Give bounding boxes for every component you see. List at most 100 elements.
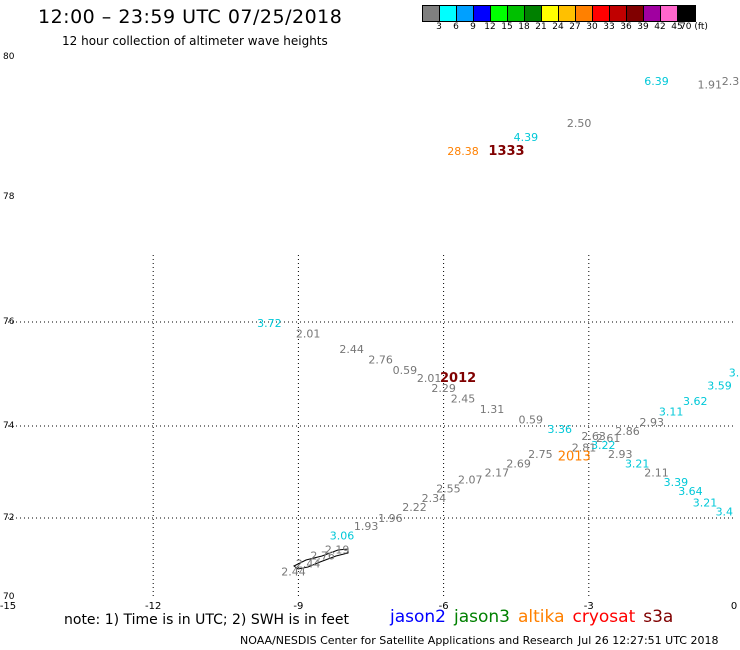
colorbar-swatch [644,6,661,21]
colorbar-label: 9 [470,22,476,32]
colorbar-swatch [627,6,644,21]
wave-height-label: 2.19 [325,544,350,557]
wave-height-label: 3.59 [707,380,732,393]
latitude-tick-label: 78 [3,192,15,202]
colorbar-swatch [593,6,610,21]
wave-height-label: 2.07 [458,474,483,487]
colorbar-swatch [678,6,695,21]
longitude-tick-label: 0 [731,601,737,612]
wave-height-label: 3.21 [625,457,650,470]
colorbar-swatch [542,6,559,21]
latitude-tick-label: 76 [3,317,15,327]
wave-height-label: 1.93 [354,520,379,533]
wave-height-label: 3. [729,367,740,380]
wave-height-label: 2.45 [451,393,476,406]
colorbar-swatch [610,6,627,21]
colorbar-swatch [423,6,440,21]
wave-height-label: 3.36 [548,423,573,436]
wave-height-label: 2.44 [339,343,364,356]
latitude-tick-label: 72 [3,513,14,523]
wave-height-label: 2.29 [431,382,456,395]
colorbar-swatch [440,6,457,21]
wave-height-label: 2.38 [722,75,740,88]
coastline [293,548,349,570]
wave-height-label: 2.63 [581,430,606,443]
wave-height-label: 3.11 [659,406,684,419]
wave-height-label: 4.39 [514,131,539,144]
wave-height-label: 3.22 [591,439,616,452]
wave-height-label: 2.17 [485,467,510,480]
colorbar-label: 39 [637,22,649,32]
latitude-tick-label: 80 [3,52,15,62]
wave-height-label: 2.69 [506,457,531,470]
wave-height-label: 2.34 [422,492,447,505]
wave-height-colorbar [422,5,696,22]
wave-height-label: 3.06 [330,530,355,543]
longitude-tick-label: -15 [0,601,16,612]
wave-height-label: 2.22 [402,501,427,514]
wave-height-label: 2012 [440,371,476,386]
colorbar-label: 21 [535,22,547,32]
wave-height-label: 2.81 [572,441,597,454]
map-subtitle: 12 hour collection of altimeter wave hei… [62,34,328,48]
colorbar-label: 27 [569,22,581,32]
wave-height-label: 2.01 [296,328,321,341]
colorbar-swatch [576,6,593,21]
wave-height-label: 3.21 [693,497,718,510]
colorbar-swatch [525,6,542,21]
wave-height-label: 3.39 [664,476,689,489]
colorbar-label: 70 (ft) [680,22,708,32]
wave-height-label: 2.55 [436,483,461,496]
wave-height-label: 28.38 [447,145,479,158]
colorbar-swatch [474,6,491,21]
legend-cryosat: cryosat [572,607,636,627]
wave-height-label: 2.75 [528,448,553,461]
longitude-tick-label: -6 [439,601,449,612]
wave-height-label: 0.59 [393,364,418,377]
wave-height-label: 2.50 [567,117,592,130]
wave-height-label: 1.31 [480,403,505,416]
wave-height-label: 2.11 [644,467,669,480]
wave-height-label: 3.72 [257,317,282,330]
colorbar-label: 33 [603,22,615,32]
wave-height-label: 2.76 [368,354,393,367]
generated-timestamp: Jul 26 12:27:51 UTC 2018 [578,634,719,647]
observation-labels: 6.39 1.912.38 2.50 4.39 28.38 1333 3.72 2.01 2.4… [257,75,740,578]
wave-height-label: 2.76 [310,549,335,562]
jan-mayen-island [293,548,349,570]
wave-height-label: 3.64 [678,485,703,498]
wave-height-label: 6.39 [644,75,669,88]
colorbar-label: 6 [453,22,459,32]
colorbar-swatch [559,6,576,21]
colorbar-label: 15 [501,22,513,32]
longitude-tick-label: -3 [584,601,594,612]
wave-height-label: 2.93 [608,448,633,461]
legend-jason2: jason2 [390,607,446,627]
wave-height-label: 1.96 [378,512,403,525]
colorbar-swatch [457,6,474,21]
legend-jason3: jason3 [454,607,510,627]
wave-height-label: 2.93 [639,416,664,429]
wave-height-label: 2.86 [615,425,640,438]
satellite-legend: jason2 jason3 altika cryosat s3a [390,607,681,627]
wave-height-label: 2013 [558,450,591,465]
map-grid [8,255,734,597]
latitude-tick-label: 74 [3,421,15,431]
colorbar-label: 45 [671,22,683,32]
colorbar-label: 42 [654,22,666,32]
colorbar-swatch [661,6,678,21]
latitude-tick-label: 70 [3,592,15,602]
wave-height-label: 2.44 [296,557,321,570]
wave-height-label: 2.61 [596,432,621,445]
longitude-tick-label: -9 [293,601,303,612]
longitude-tick-label: -12 [145,601,161,612]
colorbar-label: 30 [586,22,598,32]
colorbar-label: 3 [436,22,442,32]
legend-altika: altika [518,607,565,627]
wave-height-label: 3.4 [716,506,734,519]
colorbar-label: 18 [518,22,530,32]
wave-height-label: 1333 [488,144,524,159]
colorbar-label: 24 [552,22,564,32]
units-note: note: 1) Time is in UTC; 2) SWH is in fe… [64,612,350,628]
